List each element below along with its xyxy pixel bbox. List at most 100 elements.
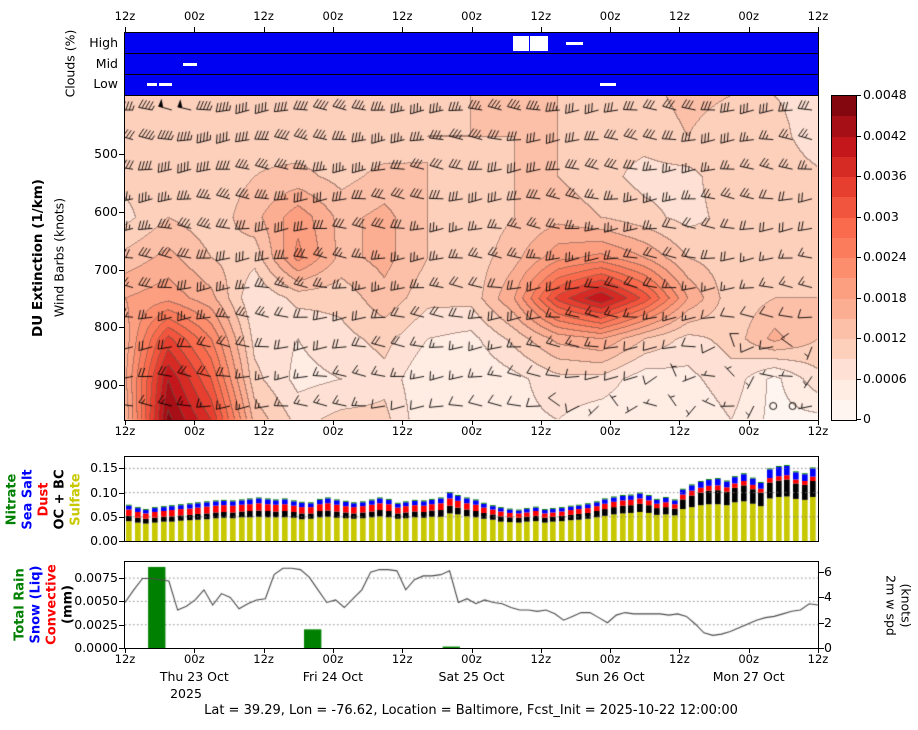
- precip-legend-convective: Convective: [44, 564, 60, 645]
- tickmark: [119, 624, 125, 626]
- aerosol-tick-label: 0.00: [90, 533, 118, 548]
- colorbar-segment: [832, 96, 856, 117]
- tickmark: [119, 211, 125, 213]
- bottom-time-tick-label: 00z: [599, 652, 621, 666]
- tickmark: [818, 648, 819, 653]
- tickmark: [856, 338, 861, 339]
- precip-tick-label: 0.0025: [74, 616, 118, 632]
- colorbar-segment: [832, 258, 856, 279]
- tickmark: [856, 419, 861, 420]
- precip-legend-snow-liq-: Snow (Liq): [28, 565, 44, 644]
- tickmark: [119, 468, 125, 470]
- main-time-tick-label: 00z: [738, 424, 760, 438]
- tickmark: [748, 27, 750, 32]
- main-panel-border: [124, 95, 819, 421]
- main-time-tick-label: 00z: [599, 424, 621, 438]
- top-time-tick-label: 00z: [183, 9, 205, 23]
- tickmark: [125, 420, 126, 425]
- date-label: Mon 27 Oct: [712, 669, 785, 684]
- cloud-row-divider: [125, 74, 818, 75]
- precip-tick-label: 0.0000: [74, 640, 118, 655]
- tickmark: [748, 420, 750, 425]
- date-label: Thu 23 Oct: [159, 669, 229, 684]
- tickmark: [610, 648, 612, 653]
- cloud-mark-low: [600, 83, 616, 87]
- colorbar-segment: [832, 359, 856, 380]
- bottom-time-tick-label: 12z: [807, 652, 829, 666]
- colorbar-segment: [832, 136, 856, 157]
- main-time-tick-label: 12z: [530, 424, 552, 438]
- colorbar-segment: [832, 379, 856, 400]
- tickmark: [263, 27, 265, 32]
- colorbar-segment: [832, 237, 856, 258]
- tickmark: [679, 27, 681, 32]
- tickmark: [856, 257, 861, 258]
- cloud-mark-high: [530, 35, 548, 51]
- bottom-time-tick-label: 12z: [530, 652, 552, 666]
- bottom-time-tick-label: 00z: [183, 652, 205, 666]
- tickmark: [679, 420, 681, 425]
- colorbar-tick-label: 0.0048: [863, 87, 907, 102]
- main-ylabel-wind-barbs: Wind Barbs (knots): [51, 197, 67, 318]
- wind2m-tick-label: 6: [824, 564, 832, 580]
- wind2m-axis-label-line2: (knots): [898, 583, 914, 628]
- top-time-tick-label: 00z: [461, 9, 482, 23]
- tickmark: [119, 385, 125, 387]
- top-time-tick-label: 12z: [253, 9, 274, 23]
- top-time-tick-label: 12z: [807, 9, 829, 23]
- tickmark: [402, 420, 404, 425]
- tickmark: [818, 420, 819, 425]
- wind2m-tick-label: 4: [824, 589, 832, 605]
- year-label: 2025: [170, 686, 202, 701]
- clouds-ylabel: Clouds (%): [62, 29, 78, 98]
- footer-location-info: Lat = 39.29, Lon = -76.62, Location = Ba…: [204, 703, 738, 718]
- main-time-tick-label: 00z: [461, 424, 482, 438]
- main-time-tick-label: 12z: [391, 424, 413, 438]
- colorbar-tick-label: 0.0006: [863, 370, 907, 386]
- tickmark: [679, 648, 681, 653]
- top-time-tick-label: 12z: [114, 9, 136, 23]
- colorbar-segment: [832, 197, 856, 218]
- cloud-mark-high: [513, 35, 529, 51]
- pressure-tick-label: 600: [94, 203, 118, 219]
- colorbar-tick-label: 0.0018: [863, 289, 907, 305]
- tickmark: [194, 27, 196, 32]
- top-time-tick-label: 12z: [669, 9, 690, 23]
- main-time-tick-label: 12z: [114, 424, 136, 438]
- tickmark: [818, 648, 824, 649]
- tickmark: [332, 648, 334, 653]
- tickmark: [125, 27, 126, 32]
- precip-legend--mm-: (mm): [60, 585, 76, 624]
- cloud-row-divider: [125, 53, 818, 54]
- date-label: Sun 26 Oct: [575, 669, 645, 684]
- aerosol-stacked-bar-chart: [125, 457, 818, 541]
- bottom-time-tick-label: 12z: [114, 652, 136, 666]
- cloud-row-label-low: Low: [93, 76, 118, 92]
- pressure-tick-label: 900: [94, 377, 118, 393]
- colorbar-segment: [832, 116, 856, 137]
- colorbar-segment: [832, 217, 856, 238]
- tickmark: [471, 648, 473, 653]
- aerosol-panel-border: [124, 456, 819, 542]
- tickmark: [125, 648, 126, 653]
- tickmark: [856, 135, 861, 137]
- colorbar-segment: [832, 278, 856, 299]
- main-time-tick-label: 00z: [322, 424, 344, 438]
- colorbar-segment: [832, 339, 856, 360]
- colorbar-tick-label: 0.0012: [863, 330, 907, 345]
- tickmark: [119, 153, 125, 155]
- tickmark: [818, 572, 824, 574]
- tickmark: [748, 648, 750, 653]
- cloud-mark-low: [159, 83, 172, 87]
- cloud-mark-high: [565, 42, 583, 45]
- tickmark: [119, 578, 125, 580]
- colorbar-tick-label: 0.0024: [863, 249, 907, 264]
- precip-tick-label: 0.0050: [74, 593, 118, 609]
- cloud-row-label-high: High: [89, 35, 118, 50]
- tickmark: [402, 27, 404, 32]
- tickmark: [818, 27, 819, 32]
- colorbar-segment: [832, 318, 856, 339]
- colorbar-segment: [832, 298, 856, 319]
- colorbar-segment: [832, 177, 856, 198]
